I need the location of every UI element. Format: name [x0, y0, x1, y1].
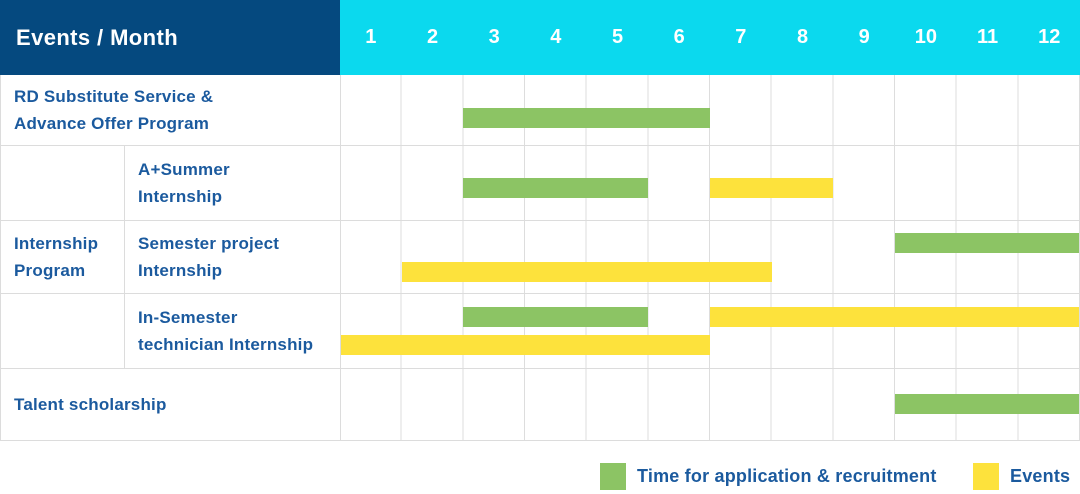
month-label-2: 2 — [426, 26, 439, 48]
label-line: Talent scholarship — [14, 395, 167, 414]
row-divider — [0, 368, 1080, 369]
label-line: RD Substitute Service & — [14, 87, 214, 106]
legend-swatch-event — [973, 463, 999, 490]
row-label-semester-project-internship: Semester project Internship — [124, 220, 340, 293]
month-label-7: 7 — [735, 26, 747, 48]
month-label-6: 6 — [673, 26, 685, 48]
label-subcolumn-divider — [124, 145, 125, 368]
month-label-12: 12 — [1038, 26, 1061, 48]
bar-event — [340, 335, 710, 355]
month-label-3: 3 — [488, 26, 500, 48]
legend-item-application: Time for application & recruitment — [600, 463, 937, 490]
bar-application — [895, 394, 1080, 414]
month-label-10: 10 — [914, 26, 937, 48]
month-label-5: 5 — [611, 26, 624, 48]
legend-label-application: Time for application & recruitment — [637, 466, 937, 486]
group-label-internship-program: Internship Program — [0, 145, 124, 368]
row-divider — [0, 293, 1080, 294]
month-label-9: 9 — [858, 26, 870, 48]
label-line: Program — [14, 260, 86, 280]
month-label-8: 8 — [796, 26, 809, 48]
bar-application — [463, 307, 649, 327]
bar-application — [463, 178, 649, 198]
bar-event — [710, 178, 834, 198]
chart-grid — [340, 75, 1080, 441]
table-corner-header: Events / Month — [0, 0, 340, 75]
label-line: Internship — [14, 233, 99, 253]
row-label-talent-scholarship: Talent scholarship — [0, 368, 340, 441]
legend-label-event: Events — [1010, 466, 1071, 486]
table-title: Events / Month — [16, 24, 179, 50]
bar-application — [895, 233, 1080, 253]
label-line: Advance Offer Program — [14, 114, 210, 133]
row-divider — [0, 220, 1080, 221]
legend-item-event: Events — [973, 463, 1070, 490]
month-label-4: 4 — [550, 26, 562, 48]
row-label-rd-substitute-service: RD Substitute Service & Advance Offer Pro… — [0, 75, 340, 145]
label-line: In-Semester — [138, 307, 238, 327]
label-chart-divider — [340, 75, 341, 441]
legend-swatch-application — [600, 463, 626, 490]
bar-application — [463, 108, 710, 128]
table-left-border — [0, 75, 1, 441]
label-line: Semester project — [138, 233, 280, 253]
month-header-row: 1 2 3 4 5 6 7 8 9 10 11 12 — [340, 0, 1080, 75]
label-line: technician Internship — [138, 334, 314, 354]
row-label-a-plus-summer-internship: A+Summer Internship — [124, 145, 340, 220]
label-line: Internship — [138, 186, 223, 206]
bar-event — [401, 262, 772, 282]
table-bottom-border — [0, 440, 1080, 441]
month-label-11: 11 — [976, 26, 999, 48]
label-line: Internship — [138, 260, 223, 280]
label-line: A+Summer — [138, 159, 230, 179]
bar-event — [710, 307, 1080, 327]
row-label-in-semester-technician-internship: In-Semester technician Internship — [124, 293, 340, 368]
month-label-1: 1 — [365, 26, 377, 48]
row-divider — [0, 145, 1080, 146]
